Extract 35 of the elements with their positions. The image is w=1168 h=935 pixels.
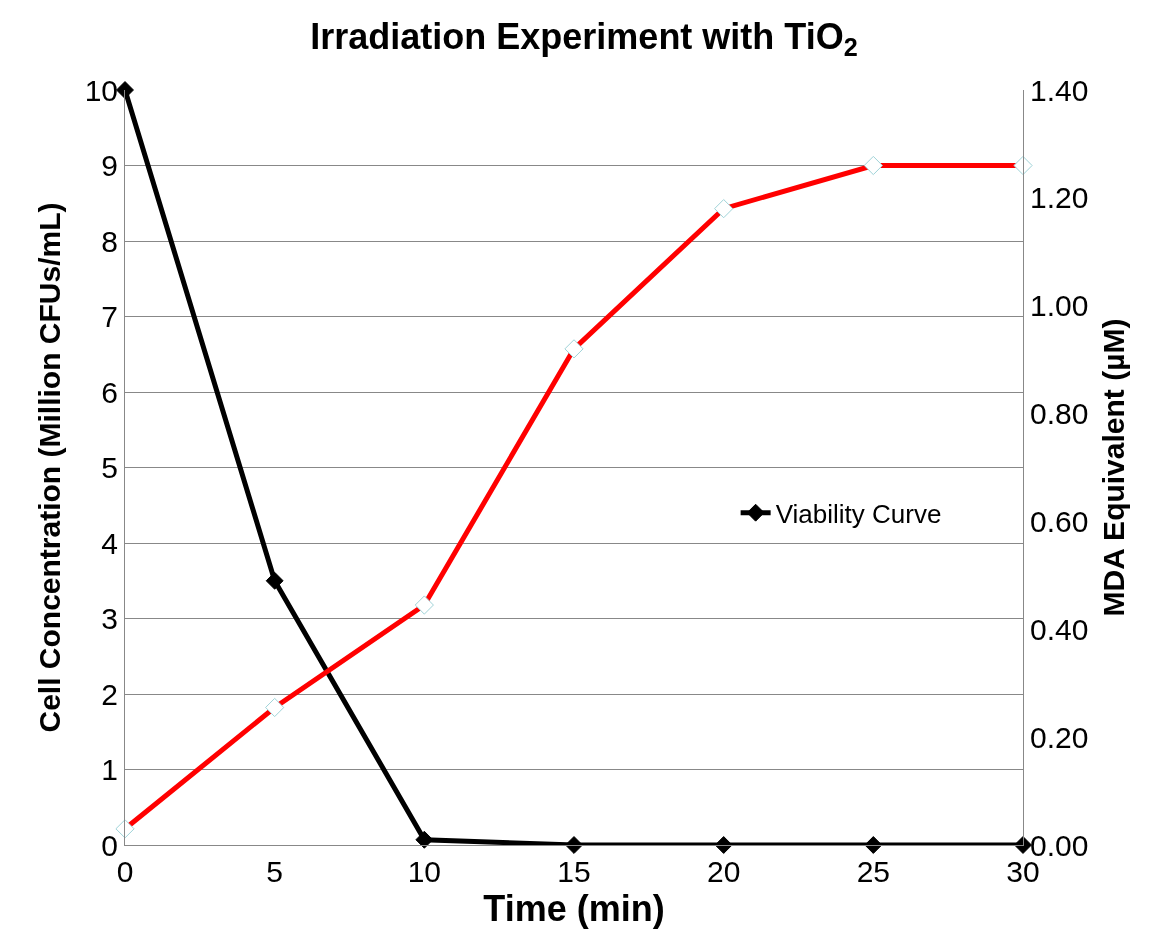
y-tick-label: 10 (84, 73, 118, 107)
point (116, 81, 134, 99)
x-tick-label: 5 (266, 855, 284, 888)
y2-axis-title: MDA Equivalent (µM) (1096, 318, 1130, 617)
y-tick-label: 1 (101, 753, 118, 786)
y2-tick-label: 0.20 (1030, 720, 1089, 754)
x-tick-label: 10 (407, 855, 442, 888)
y-tick-label: 6 (101, 375, 118, 409)
x-tick-label: 20 (706, 855, 741, 888)
y2-tick-label: 1.20 (1030, 181, 1089, 215)
y2-tick-label: 0.80 (1030, 397, 1089, 431)
y-tick-label: 9 (101, 149, 118, 182)
y2-tick-label: 0.60 (1030, 504, 1089, 538)
y2-tick-label: 0.40 (1030, 612, 1089, 646)
legend-label: Viability Curve (775, 498, 942, 529)
y2-tick-label: 1.40 (1030, 73, 1089, 107)
y-tick-label: 3 (101, 602, 118, 635)
y-tick-label: 5 (101, 451, 118, 484)
y-tick-label: 0 (101, 828, 118, 862)
y-tick-label: 2 (101, 677, 118, 711)
point (864, 836, 883, 854)
x-tick-label: 15 (557, 855, 591, 888)
y-axis-title: Cell Concentration (Million CFUs/mL) (32, 202, 66, 733)
y-tick-label: 8 (101, 224, 118, 258)
point (265, 571, 284, 590)
point (565, 836, 583, 854)
y-tick-label: 7 (101, 300, 118, 333)
x-tick-label: 25 (856, 855, 891, 888)
y-tick-label: 4 (101, 526, 118, 560)
chart-title: Irradiation Experiment with TiO$_{2}$ (310, 15, 858, 62)
x-axis-title: Time (min) (483, 888, 665, 929)
point (415, 830, 434, 849)
point (1014, 836, 1032, 854)
y2-tick-label: 1.00 (1030, 289, 1089, 323)
point (714, 836, 733, 854)
